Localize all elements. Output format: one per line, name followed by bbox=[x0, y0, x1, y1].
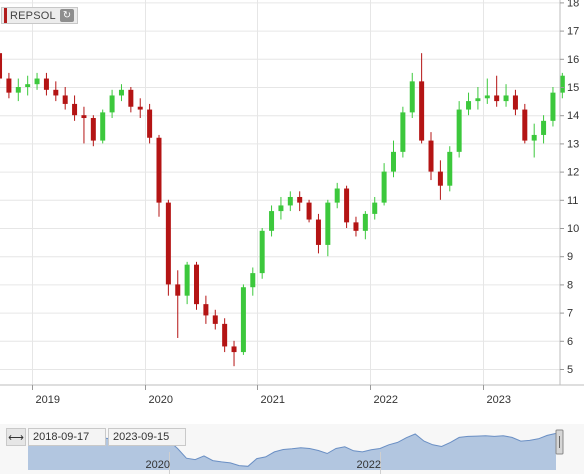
candle-body bbox=[559, 75, 565, 93]
candle-body bbox=[494, 95, 500, 102]
navigator-tick-label: 2022 bbox=[357, 459, 381, 471]
candle-body bbox=[81, 115, 87, 119]
candle-body bbox=[231, 346, 237, 353]
candle-body bbox=[222, 323, 228, 347]
candle-body bbox=[503, 95, 509, 102]
x-tick-label: 2021 bbox=[261, 394, 285, 406]
candle-body bbox=[400, 112, 406, 152]
y-tick-label: 18 bbox=[567, 0, 579, 9]
candle-body bbox=[137, 106, 143, 110]
candle-body bbox=[184, 264, 190, 296]
gridlines bbox=[0, 0, 560, 385]
series-color-marker bbox=[4, 8, 7, 23]
candle-body bbox=[419, 81, 425, 141]
candle-body bbox=[437, 171, 443, 186]
expand-range-icon[interactable]: ⟷ bbox=[6, 428, 26, 446]
candle-body bbox=[269, 211, 275, 231]
candle-body bbox=[428, 140, 434, 172]
candle-body bbox=[278, 205, 284, 212]
candles bbox=[0, 50, 565, 367]
candle-body bbox=[334, 188, 340, 203]
candle-body bbox=[203, 304, 209, 316]
x-tick-label: 2022 bbox=[374, 394, 398, 406]
candle-body bbox=[550, 92, 556, 121]
candle-body bbox=[475, 98, 481, 102]
candle-body bbox=[62, 95, 68, 104]
candle-body bbox=[466, 101, 472, 110]
y-tick-label: 16 bbox=[567, 54, 579, 66]
y-tick-label: 9 bbox=[567, 251, 573, 263]
y-tick-label: 13 bbox=[567, 138, 579, 150]
candle-body bbox=[512, 95, 518, 110]
candle-body bbox=[390, 151, 396, 172]
y-tick-label: 15 bbox=[567, 82, 579, 94]
y-tick-label: 17 bbox=[567, 26, 579, 38]
candle-body bbox=[128, 89, 134, 107]
candle-body bbox=[325, 202, 331, 245]
candle-body bbox=[100, 112, 106, 141]
candle-body bbox=[34, 78, 40, 85]
candle-body bbox=[175, 284, 181, 296]
candle-body bbox=[15, 87, 21, 93]
candle-body bbox=[306, 202, 312, 220]
plot-background bbox=[0, 0, 560, 385]
candle-body bbox=[90, 118, 96, 141]
x-tick-label: 2019 bbox=[36, 394, 60, 406]
candle-body bbox=[315, 219, 321, 245]
range-end-field[interactable]: 2023-09-15 bbox=[108, 428, 186, 446]
x-axis-ticks: 2019 2020 2021 2022 2023 bbox=[32, 385, 511, 406]
candle-body bbox=[353, 222, 359, 231]
x-tick-label: 2023 bbox=[487, 394, 511, 406]
candle-body bbox=[447, 151, 453, 186]
candle-body bbox=[297, 196, 303, 203]
candle-body bbox=[53, 89, 59, 96]
candle-body bbox=[212, 315, 218, 324]
symbol-selector[interactable]: REPSOL ↻ bbox=[1, 7, 78, 24]
candle-body bbox=[541, 120, 547, 135]
candle-body bbox=[165, 202, 171, 285]
y-tick-label: 14 bbox=[567, 110, 579, 122]
y-axis-ticks: 5 6 7 8 9 10 11 12 13 14 15 16 17 18 bbox=[560, 0, 579, 376]
candle-body bbox=[72, 103, 78, 116]
candle-body bbox=[109, 95, 115, 113]
y-tick-label: 5 bbox=[567, 364, 573, 376]
refresh-icon[interactable]: ↻ bbox=[60, 9, 74, 22]
candle-body bbox=[287, 196, 293, 206]
candle-body bbox=[484, 95, 490, 99]
candle-body bbox=[381, 171, 387, 203]
candle-body bbox=[531, 134, 537, 141]
candle-body bbox=[259, 230, 265, 274]
candle-body bbox=[25, 84, 31, 87]
candle-body bbox=[118, 89, 124, 96]
candle-body bbox=[362, 213, 368, 231]
candle-body bbox=[194, 264, 200, 305]
y-tick-label: 10 bbox=[567, 223, 579, 235]
y-tick-label: 12 bbox=[567, 167, 579, 179]
y-tick-label: 11 bbox=[567, 195, 578, 207]
navigator-tick-label: 2020 bbox=[146, 459, 170, 471]
candle-body bbox=[6, 78, 12, 93]
candle-body bbox=[372, 202, 378, 214]
candle-body bbox=[147, 109, 153, 138]
candle-body bbox=[344, 188, 350, 223]
candle-body bbox=[43, 78, 49, 90]
candle-body bbox=[409, 81, 415, 113]
symbol-label: REPSOL bbox=[10, 9, 56, 22]
x-tick-label: 2020 bbox=[149, 394, 173, 406]
candle-body bbox=[456, 109, 462, 152]
candle-body bbox=[240, 287, 246, 353]
navigator-ticks: 2020 2022 bbox=[146, 452, 381, 474]
range-start-field[interactable]: 2018-09-17 bbox=[28, 428, 106, 446]
y-tick-label: 7 bbox=[567, 308, 573, 320]
y-tick-label: 6 bbox=[567, 336, 573, 348]
candle-body bbox=[0, 53, 3, 79]
candle-body bbox=[156, 137, 162, 203]
y-tick-label: 8 bbox=[567, 279, 573, 291]
candle-body bbox=[250, 273, 256, 288]
candle-body bbox=[522, 109, 528, 141]
